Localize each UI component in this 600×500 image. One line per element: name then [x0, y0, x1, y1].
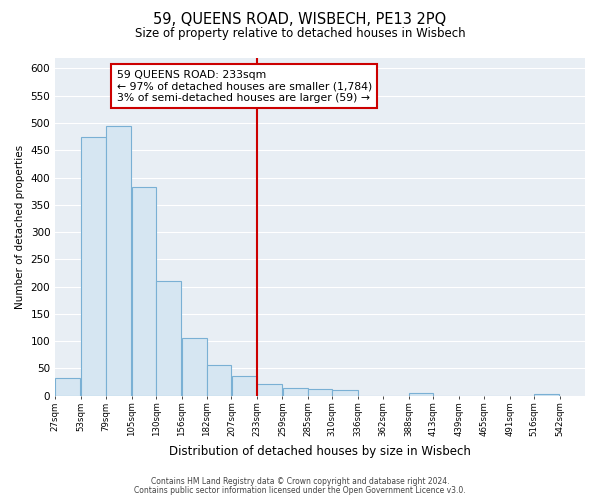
- Bar: [232, 376, 257, 396]
- Bar: [106, 126, 131, 396]
- Bar: [534, 394, 559, 396]
- Text: Size of property relative to detached houses in Wisbech: Size of property relative to detached ho…: [134, 28, 466, 40]
- Bar: [207, 364, 232, 396]
- Bar: [409, 393, 433, 396]
- Bar: [283, 388, 308, 396]
- Y-axis label: Number of detached properties: Number of detached properties: [15, 144, 25, 308]
- Bar: [308, 389, 332, 396]
- Bar: [81, 137, 106, 396]
- Bar: [332, 390, 358, 396]
- Text: Contains public sector information licensed under the Open Government Licence v3: Contains public sector information licen…: [134, 486, 466, 495]
- Bar: [156, 281, 181, 396]
- Text: Contains HM Land Registry data © Crown copyright and database right 2024.: Contains HM Land Registry data © Crown c…: [151, 477, 449, 486]
- Bar: [132, 188, 156, 396]
- X-axis label: Distribution of detached houses by size in Wisbech: Distribution of detached houses by size …: [169, 444, 471, 458]
- Bar: [257, 384, 282, 396]
- Bar: [182, 338, 207, 396]
- Text: 59, QUEENS ROAD, WISBECH, PE13 2PQ: 59, QUEENS ROAD, WISBECH, PE13 2PQ: [154, 12, 446, 28]
- Text: 59 QUEENS ROAD: 233sqm
← 97% of detached houses are smaller (1,784)
3% of semi-d: 59 QUEENS ROAD: 233sqm ← 97% of detached…: [116, 70, 372, 102]
- Bar: [55, 378, 80, 396]
